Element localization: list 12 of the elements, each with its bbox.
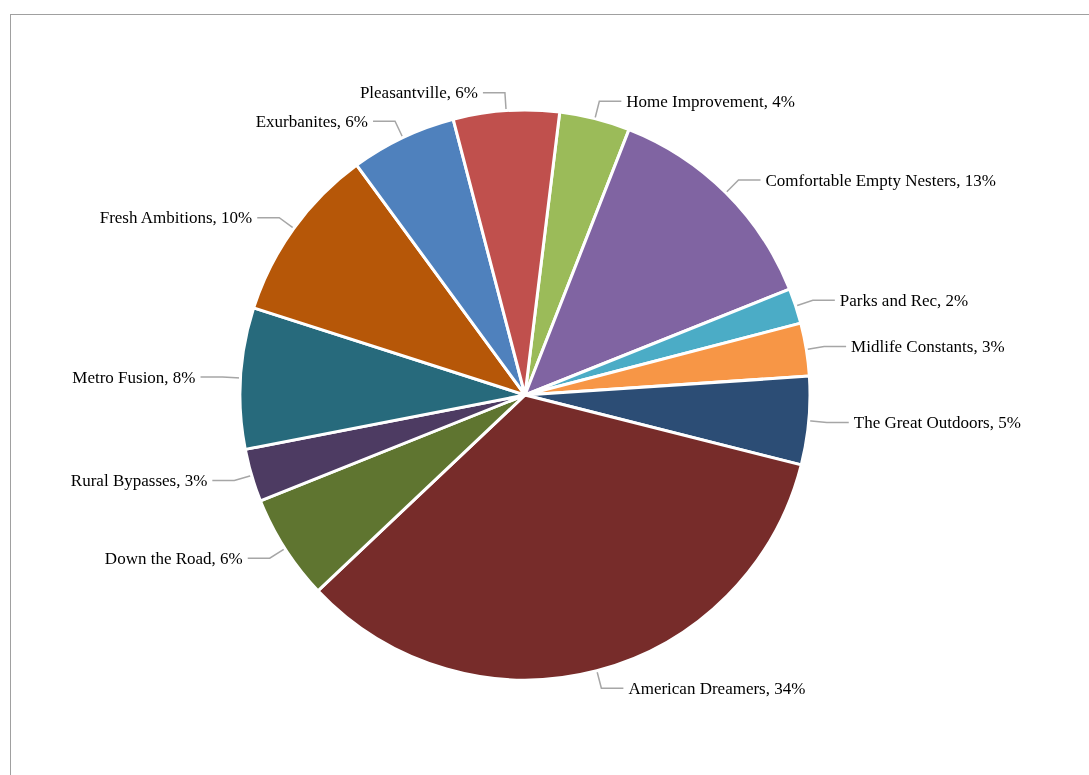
slice-label: American Dreamers, 34% <box>628 678 806 698</box>
slice-label: Down the Road, 6% <box>104 548 243 568</box>
slice-label: Comfortable Empty Nesters, 13% <box>765 170 996 190</box>
slice-label: Pleasantville, 6% <box>359 83 478 103</box>
slice-label: Exurbanites, 6% <box>255 111 369 131</box>
slice-label: Fresh Ambitions, 10% <box>99 208 253 228</box>
slice-label: Rural Bypasses, 3% <box>70 471 208 491</box>
slice-label: Parks and Rec, 2% <box>839 290 969 310</box>
slice-label: Home Improvement, 4% <box>626 91 795 111</box>
slice-label: Metro Fusion, 8% <box>72 367 196 387</box>
slice-label: The Great Outdoors, 5% <box>853 412 1021 432</box>
slice-label: Midlife Constants, 3% <box>851 337 1005 357</box>
